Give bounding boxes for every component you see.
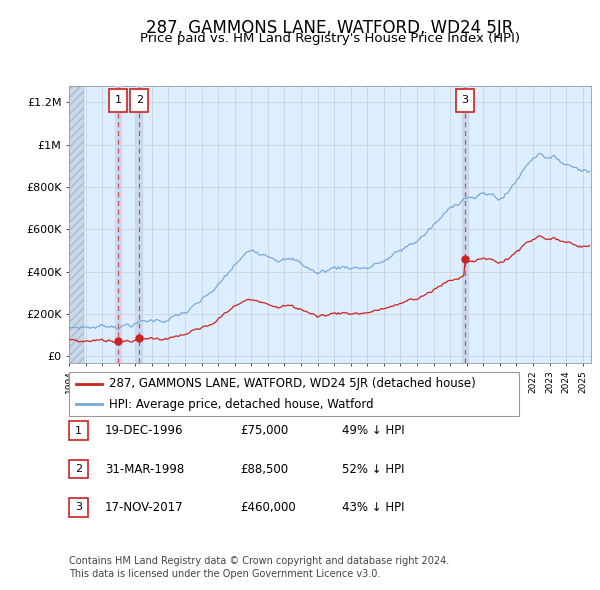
Bar [136,86,142,363]
Text: 287, GAMMONS LANE, WATFORD, WD24 5JR: 287, GAMMONS LANE, WATFORD, WD24 5JR [146,19,514,37]
Text: 1: 1 [75,426,82,435]
Text: 49% ↓ HPI: 49% ↓ HPI [342,424,404,437]
Text: 2: 2 [136,96,143,105]
Bar [462,86,468,363]
Text: £460,000: £460,000 [240,501,296,514]
Text: Price paid vs. HM Land Registry's House Price Index (HPI): Price paid vs. HM Land Registry's House … [140,32,520,45]
Text: This data is licensed under the Open Government Licence v3.0.: This data is licensed under the Open Gov… [69,569,380,579]
Text: HPI: Average price, detached house, Watford: HPI: Average price, detached house, Watf… [109,398,374,411]
Text: 3: 3 [461,96,468,105]
Text: 287, GAMMONS LANE, WATFORD, WD24 5JR (detached house): 287, GAMMONS LANE, WATFORD, WD24 5JR (de… [109,377,476,390]
Bar [115,86,121,363]
Text: Contains HM Land Registry data © Crown copyright and database right 2024.: Contains HM Land Registry data © Crown c… [69,556,449,566]
Text: 31-MAR-1998: 31-MAR-1998 [105,463,184,476]
Text: 2: 2 [75,464,82,474]
Text: 17-NOV-2017: 17-NOV-2017 [105,501,184,514]
Text: 52% ↓ HPI: 52% ↓ HPI [342,463,404,476]
Text: 43% ↓ HPI: 43% ↓ HPI [342,501,404,514]
Text: 3: 3 [75,503,82,512]
Text: £88,500: £88,500 [240,463,288,476]
Text: 19-DEC-1996: 19-DEC-1996 [105,424,184,437]
Text: £75,000: £75,000 [240,424,288,437]
Text: 1: 1 [115,96,122,105]
